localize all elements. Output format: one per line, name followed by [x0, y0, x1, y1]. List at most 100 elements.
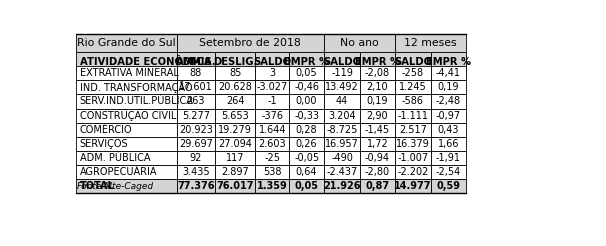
Text: -586: -586 — [402, 96, 424, 107]
Bar — [76, 179, 177, 193]
Text: -1.007: -1.007 — [398, 153, 428, 163]
Bar — [290, 80, 324, 94]
Text: TOTAL: TOTAL — [79, 181, 115, 191]
Bar — [76, 137, 177, 151]
Text: IND. TRANSFORMAÇÃO: IND. TRANSFORMAÇÃO — [79, 81, 192, 93]
Bar — [361, 179, 395, 193]
Bar — [431, 94, 465, 108]
Text: SERVIÇOS: SERVIÇOS — [79, 138, 128, 149]
Text: DESLIG.: DESLIG. — [213, 57, 258, 66]
Bar — [76, 108, 177, 123]
Text: -1: -1 — [267, 96, 277, 107]
Bar — [177, 66, 215, 80]
Bar — [177, 165, 215, 179]
Text: 16.379: 16.379 — [396, 138, 430, 149]
Bar — [324, 34, 395, 52]
Bar — [361, 137, 395, 151]
Text: 0,26: 0,26 — [296, 138, 318, 149]
Bar — [177, 94, 215, 108]
Bar — [255, 108, 290, 123]
Text: ADMIS.: ADMIS. — [176, 57, 216, 66]
Bar — [290, 151, 324, 165]
Text: 88: 88 — [190, 68, 202, 78]
Text: -2,54: -2,54 — [436, 167, 461, 177]
Bar — [76, 123, 177, 137]
Bar — [324, 123, 361, 137]
Bar — [395, 80, 431, 94]
Bar — [324, 52, 361, 71]
Bar — [361, 165, 395, 179]
Bar — [324, 137, 361, 151]
Text: -376: -376 — [261, 110, 283, 121]
Text: -2,08: -2,08 — [365, 68, 390, 78]
Text: ADM. PÚBLICA: ADM. PÚBLICA — [79, 153, 150, 163]
Text: 3.435: 3.435 — [182, 167, 210, 177]
Bar — [76, 52, 177, 71]
Bar — [395, 94, 431, 108]
Bar — [431, 179, 465, 193]
Text: 77.376: 77.376 — [177, 181, 215, 191]
Text: 0,05: 0,05 — [296, 68, 318, 78]
Text: 263: 263 — [187, 96, 205, 107]
Text: 0,87: 0,87 — [365, 181, 390, 191]
Text: 0,43: 0,43 — [438, 124, 459, 135]
Text: 2,90: 2,90 — [367, 110, 388, 121]
Text: 2.517: 2.517 — [399, 124, 427, 135]
Text: 92: 92 — [190, 153, 202, 163]
Text: 76.017: 76.017 — [216, 181, 254, 191]
Text: 16.957: 16.957 — [325, 138, 359, 149]
Bar — [177, 151, 215, 165]
Bar — [76, 165, 177, 179]
Text: COMÉRCIO: COMÉRCIO — [79, 124, 132, 135]
Text: 2,10: 2,10 — [367, 82, 388, 92]
Text: 85: 85 — [229, 68, 241, 78]
Text: No ano: No ano — [340, 38, 379, 48]
Text: 3.204: 3.204 — [328, 110, 356, 121]
Bar — [255, 94, 290, 108]
Text: 1.359: 1.359 — [257, 181, 288, 191]
Text: -0,46: -0,46 — [294, 82, 319, 92]
Text: Fonte:Mte-Caged: Fonte:Mte-Caged — [77, 182, 155, 191]
Text: 19.279: 19.279 — [218, 124, 252, 135]
Text: -0,33: -0,33 — [294, 110, 319, 121]
Text: -258: -258 — [402, 68, 424, 78]
Bar — [255, 165, 290, 179]
Text: -3.027: -3.027 — [257, 82, 288, 92]
Bar — [215, 165, 255, 179]
Bar — [324, 66, 361, 80]
Text: 1.644: 1.644 — [259, 124, 286, 135]
Bar — [290, 52, 324, 71]
Bar — [255, 80, 290, 94]
Bar — [290, 108, 324, 123]
Bar — [177, 108, 215, 123]
Bar — [431, 123, 465, 137]
Bar — [215, 66, 255, 80]
Bar — [215, 52, 255, 71]
Bar — [395, 165, 431, 179]
Bar — [215, 94, 255, 108]
Text: EMPR %: EMPR % — [355, 57, 400, 66]
Text: ATIVIDADE ECONÔMICA: ATIVIDADE ECONÔMICA — [79, 57, 211, 66]
Bar — [324, 80, 361, 94]
Bar — [395, 151, 431, 165]
Text: 0,05: 0,05 — [295, 181, 319, 191]
Bar — [431, 52, 465, 71]
Text: EXTRATIVA MINERAL: EXTRATIVA MINERAL — [79, 68, 178, 78]
Bar — [324, 151, 361, 165]
Bar — [215, 151, 255, 165]
Text: 264: 264 — [226, 96, 244, 107]
Text: 0,00: 0,00 — [296, 96, 318, 107]
Text: 21.926: 21.926 — [323, 181, 361, 191]
Bar — [324, 165, 361, 179]
Text: 29.697: 29.697 — [179, 138, 213, 149]
Text: 1,72: 1,72 — [367, 138, 388, 149]
Bar — [215, 179, 255, 193]
Text: -25: -25 — [264, 153, 281, 163]
Text: -119: -119 — [331, 68, 353, 78]
Text: -2.437: -2.437 — [327, 167, 358, 177]
Bar — [395, 52, 431, 71]
Text: 0,64: 0,64 — [296, 167, 318, 177]
Text: EMPR %: EMPR % — [284, 57, 329, 66]
Bar — [76, 80, 177, 94]
Bar — [361, 66, 395, 80]
